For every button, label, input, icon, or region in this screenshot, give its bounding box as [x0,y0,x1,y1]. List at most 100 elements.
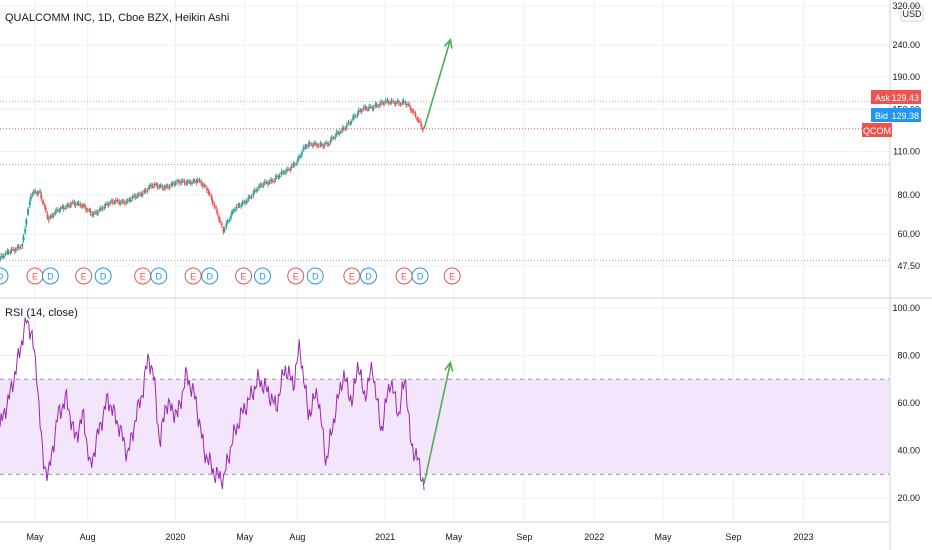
candle-body [353,115,356,117]
candle-body [417,120,420,122]
rsi-tick-label[interactable]: 20.00 [897,493,920,503]
rsi-line[interactable] [0,317,425,491]
rsi-tick-label[interactable]: 40.00 [897,446,920,456]
dividend-marker[interactable] [306,267,324,285]
candle-body [260,185,263,187]
rsi-tick-label[interactable]: 100.00 [892,303,920,313]
candle-body [233,209,236,211]
time-tick-label[interactable]: May [26,532,44,542]
dividend-marker[interactable] [201,267,219,285]
candle-body [135,196,138,198]
candle-body [66,204,69,207]
candle-body [243,201,246,203]
earnings-marker[interactable] [443,267,461,285]
candle-body [226,220,229,223]
price-tick-label[interactable]: 190.00 [892,72,920,82]
candle-body [248,196,251,198]
candle-body [9,252,12,254]
candle-body [3,256,6,258]
chart-title[interactable]: QUALCOMM INC, 1D, Cboe BZX, Heikin Ashi [5,12,229,24]
candle-body [217,216,220,220]
candle-body [289,169,292,171]
price-tick-label[interactable]: 60.00 [897,229,920,239]
dividend-marker[interactable] [0,267,9,285]
candle-body [6,251,9,253]
currency-button[interactable] [900,5,924,22]
price-tick-label[interactable]: 320.00 [892,1,920,11]
price-tick-label[interactable]: 240.00 [892,40,920,50]
candle-body [322,145,325,147]
candle-body [326,143,329,145]
time-tick-label[interactable]: 2021 [375,532,395,542]
earnings-marker[interactable] [343,267,361,285]
candle-body [32,191,35,193]
candle-body [183,181,186,183]
rsi-tick-label[interactable]: 60.00 [897,398,920,408]
currency-label[interactable]: USD [902,9,922,19]
price-tick-label[interactable]: 110.00 [893,147,920,157]
dividend-marker[interactable] [359,267,377,285]
candle-body [82,204,85,206]
time-tick-label[interactable]: Aug [289,532,305,542]
event-markers[interactable]: DEDEDEDEDEDEDEDEDE [0,267,461,285]
candle-body [317,145,320,147]
candle-body [10,249,13,251]
candle-body [339,131,342,133]
candle-body [283,172,286,174]
dividend-marker[interactable] [94,267,112,285]
time-tick-label[interactable]: 2023 [793,532,813,542]
price-tick-label[interactable]: 47.50 [897,261,920,271]
time-tick-label[interactable]: 2022 [584,532,604,542]
earnings-marker[interactable] [235,267,253,285]
candle-body [256,189,259,191]
candle-body [380,101,383,103]
time-tick-label[interactable]: Sep [726,532,742,542]
time-axis-ticks[interactable]: May Aug 2020 May Aug 2021 May Sep 2022 May Sep 2023 [26,532,813,542]
rsi-axis-ticks[interactable]: 100.00 80.00 60.00 40.00 20.00 [892,303,920,503]
rsi-tick-label[interactable]: 80.00 [897,351,920,361]
candle-body [311,145,314,147]
time-tick-label[interactable]: May [655,532,673,542]
candle-body [274,177,277,180]
candle-body [27,208,30,215]
rsi-projection-arrow[interactable] [423,362,452,485]
candle-body [198,179,201,181]
price-tick-label[interactable]: 80.00 [897,190,920,200]
candle-body [170,184,173,186]
time-tick-label[interactable]: Aug [80,532,96,542]
candle-body [223,229,226,231]
candle-body [149,184,152,186]
candle-body [62,207,65,209]
dividend-marker[interactable] [150,267,168,285]
dividend-marker[interactable] [411,267,429,285]
dividend-marker[interactable] [41,267,59,285]
earnings-marker[interactable] [184,267,202,285]
candle-body [185,183,188,185]
candle-body [0,255,3,258]
earnings-marker[interactable] [75,267,93,285]
candle-body [325,142,328,144]
candle-body [59,207,62,210]
event-marker-label: E [293,272,299,282]
time-tick-label[interactable]: May [236,532,254,542]
candle-body [341,128,344,130]
candle-body [138,193,141,195]
candle-body [186,181,189,183]
dividend-marker[interactable] [253,267,271,285]
time-tick-label[interactable]: 2020 [165,532,185,542]
price-axis-ticks[interactable]: 320.00240.00190.00150.00110.0080.0060.00… [892,1,920,271]
candle-body [216,210,219,214]
candle-body [43,204,46,206]
time-tick-label[interactable]: May [445,532,463,542]
rsi-title[interactable]: RSI (14, close) [5,307,78,319]
price-projection-arrow[interactable] [423,39,452,130]
time-tick-label[interactable]: Sep [516,532,532,542]
candle-body [134,196,137,198]
candle-body [205,188,208,191]
candle-body [337,132,340,134]
candle-body [71,201,74,203]
candle-body [404,102,407,104]
candle-body [41,200,44,204]
earnings-marker[interactable] [287,267,305,285]
